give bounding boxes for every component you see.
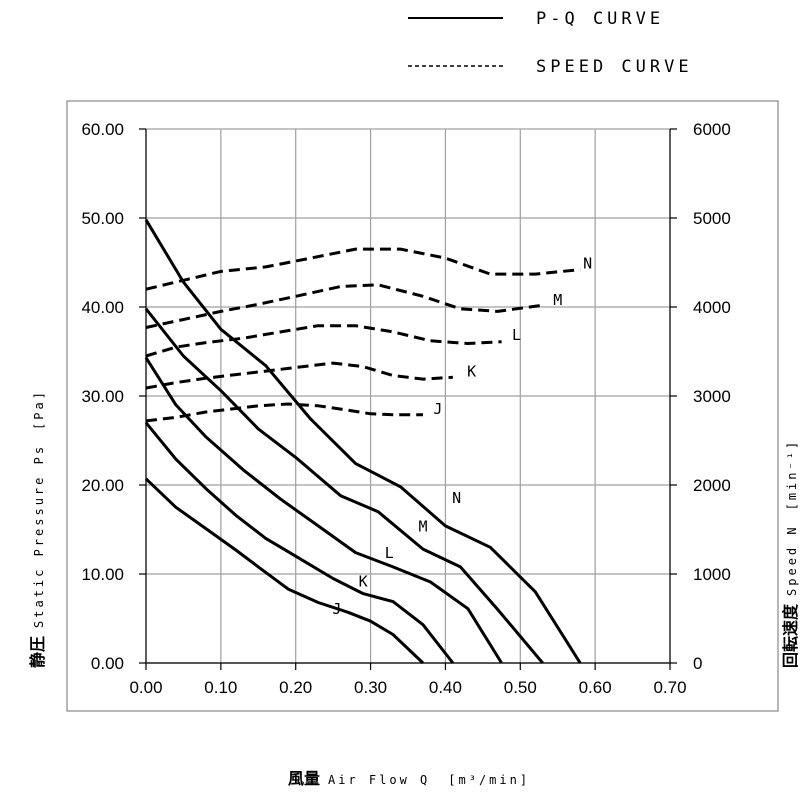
y-right-axis-title-text: Speed N (785, 524, 799, 596)
y-left-axis-title-unit: [Pa] (32, 389, 46, 430)
x-tick-label: 0.40 (429, 678, 462, 697)
y-left-tick-label: 10.00 (81, 565, 124, 584)
curve-label: J (433, 400, 442, 418)
y-left-tick-label: 30.00 (81, 387, 124, 406)
chart-frame (66, 100, 779, 712)
y-left-tick-label: 60.00 (81, 120, 124, 139)
curve-label: M (418, 517, 427, 535)
curve-label: N (583, 255, 592, 273)
pq-curve-l (144, 356, 503, 664)
x-tick-label: 0.70 (653, 678, 686, 697)
legend-label-pq: P-Q CURVE (536, 9, 664, 29)
y-right-tick-label: 6000 (693, 120, 731, 139)
y-right-tick-label: 2000 (693, 476, 731, 495)
speed-curve-k (145, 361, 453, 390)
speed-curve-m (145, 283, 543, 329)
pq-curves (144, 219, 582, 665)
x-tick-label: 0.20 (279, 678, 312, 697)
x-tick-label: 0.30 (354, 678, 387, 697)
curve-label: K (467, 362, 476, 380)
y-right-tick-label: 1000 (693, 565, 731, 584)
curve-label: M (553, 291, 562, 309)
x-tick-label: 0.60 (579, 678, 612, 697)
curve-label: L (512, 326, 521, 344)
y-left-axis-title-text: Static Pressure Ps (32, 444, 46, 628)
speed-curves (145, 247, 581, 423)
curve-label: K (359, 572, 368, 590)
x-axis-title-unit: [m³/min] (448, 773, 530, 787)
x-tick-label: 0.10 (204, 678, 237, 697)
y-left-tick-label: 20.00 (81, 476, 124, 495)
y-right-axis-title-unit: [min⁻¹] (785, 439, 799, 511)
pq-curve-k (144, 421, 455, 664)
x-axis-title-text: Air Flow Q (328, 773, 430, 787)
curve-label: N (452, 489, 461, 507)
pq-curve-j (144, 477, 425, 665)
x-axis-title-cjk: 風量 (288, 769, 320, 788)
x-tick-label: 0.50 (504, 678, 537, 697)
x-axis-title: 風量 Air Flow Q [m³/min] (288, 769, 530, 788)
x-tick-label: 0.00 (129, 678, 162, 697)
pq-curve-m (144, 307, 544, 664)
y-right-axis-title-cjk: 回転速度 (781, 603, 800, 668)
y-left-tick-label: 0.00 (91, 654, 124, 673)
curve-label: L (385, 544, 394, 562)
speed-curve-l (145, 324, 502, 358)
legend-label-speed: SPEED CURVE (536, 57, 693, 77)
y-right-tick-label: 3000 (693, 387, 731, 406)
y-left-axis-title-cjk: 静圧 (28, 636, 47, 668)
speed-curve-j (145, 402, 423, 423)
y-right-tick-label: 5000 (693, 209, 731, 228)
y-right-tick-label: 0 (693, 654, 702, 673)
y-right-axis-title: 回転速度 Speed N [min⁻¹] (781, 439, 800, 668)
axes: 0.00 0.10 0.20 0.30 0.40 0.50 0.60 0.70 0.00 10.0… (81, 120, 730, 697)
y-right-tick-label: 4000 (693, 298, 731, 317)
y-left-tick-label: 50.00 (81, 209, 124, 228)
y-left-axis-title: 静圧 Static Pressure Ps [Pa] (28, 389, 47, 668)
pq-curve-n (144, 219, 582, 664)
y-left-tick-label: 40.00 (81, 298, 124, 317)
speed-curve-n (145, 247, 581, 291)
curve-label: J (332, 600, 341, 618)
legend: P-Q CURVE SPEED CURVE (408, 9, 693, 77)
